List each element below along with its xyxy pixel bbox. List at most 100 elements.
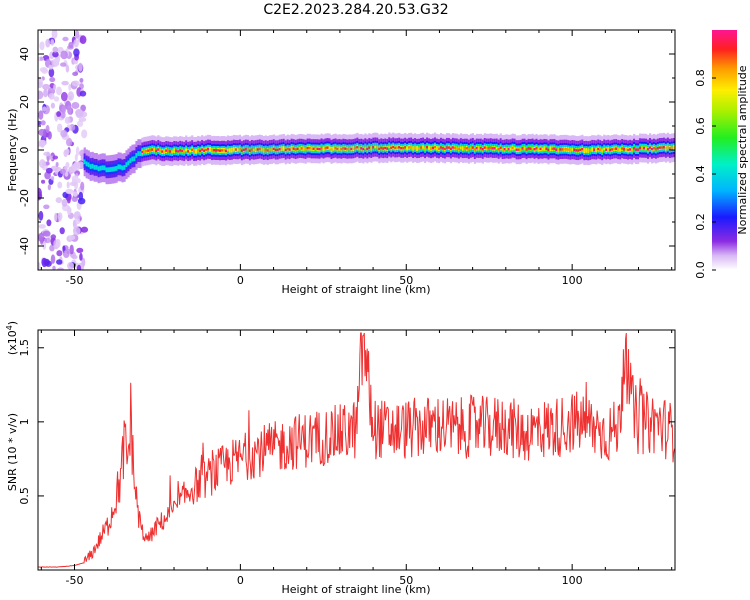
- noise-blob: [41, 257, 48, 268]
- ridge-cell: [420, 146, 423, 149]
- ridge-cell: [603, 147, 606, 151]
- noise-blob: [49, 77, 56, 83]
- ridge-cell: [189, 149, 192, 153]
- ridge-cell: [521, 147, 524, 150]
- noise-blob: [76, 120, 84, 127]
- ridge-cell: [595, 148, 598, 152]
- ridge-cell: [85, 161, 88, 167]
- ridge-cell: [581, 147, 584, 151]
- noise-blob: [53, 96, 60, 102]
- noise-blob: [38, 78, 44, 83]
- ridge-cell: [312, 147, 315, 150]
- ridge-cell: [439, 146, 443, 149]
- noise-blob: [78, 191, 84, 201]
- x-tick-label: 50: [399, 574, 413, 587]
- noise-blob: [65, 188, 74, 195]
- noise-blob: [73, 39, 79, 48]
- ridge-cell: [268, 148, 271, 151]
- ridge-cell: [553, 147, 556, 150]
- ridge-cell: [242, 148, 246, 152]
- ridge-cell: [394, 146, 397, 150]
- noise-blob: [68, 83, 72, 91]
- ridge-cell: [264, 148, 267, 152]
- ridge-cell: [290, 147, 293, 150]
- ridge-cell: [127, 160, 130, 166]
- noise-blob: [79, 252, 83, 261]
- noise-blob: [79, 35, 87, 44]
- ridge-cell: [219, 149, 222, 152]
- y-tick-label: 0: [18, 147, 31, 154]
- ridge-cell: [258, 147, 262, 151]
- ridge-cell: [246, 148, 250, 151]
- noise-blob: [59, 227, 65, 235]
- ridge-cell: [107, 167, 110, 173]
- snr-y-axis-label: SNR (10 * v/v): [6, 413, 19, 491]
- ridge-cell: [177, 150, 180, 153]
- ridge-cell: [276, 148, 279, 152]
- ridge-cell: [388, 145, 391, 149]
- ridge-cell: [215, 149, 218, 152]
- noise-blob: [73, 48, 80, 57]
- ridge-cell: [623, 148, 626, 151]
- noise-blob: [72, 226, 81, 236]
- ridge-cell: [217, 149, 220, 152]
- ridge-cell: [398, 146, 401, 149]
- colorbar-tick-label: 0.0: [694, 261, 707, 279]
- ridge-cell: [280, 147, 283, 150]
- ridge-cell: [579, 148, 582, 152]
- ridge-cell: [424, 147, 427, 150]
- ridge-cell: [545, 147, 548, 150]
- ridge-cell: [412, 147, 415, 150]
- ridge-cell: [410, 145, 413, 149]
- noise-blob: [48, 67, 55, 78]
- ridge-cell: [300, 147, 303, 150]
- ridge-cell: [597, 147, 600, 151]
- snr-scale-suffix: ): [6, 321, 19, 325]
- ridge-cell: [226, 148, 230, 152]
- ridge-cell: [334, 146, 337, 150]
- ridge-cell: [607, 148, 610, 151]
- ridge-cell: [491, 147, 494, 150]
- snr-scale-exponent: 4: [5, 325, 14, 330]
- ridge-cell: [428, 146, 431, 150]
- ridge-cell: [658, 146, 662, 149]
- ridge-cell: [660, 146, 664, 149]
- ridge-cell: [314, 147, 317, 151]
- ridge-cell: [167, 149, 170, 153]
- ridge-cell: [111, 166, 114, 172]
- noise-blob: [56, 111, 62, 117]
- ridge-cell: [557, 148, 560, 152]
- colorbar-tick-label: 0.6: [694, 117, 707, 135]
- noise-blob: [39, 41, 45, 51]
- x-tick-label: 0: [237, 274, 244, 287]
- ridge-cell: [487, 147, 490, 150]
- ridge-cell: [87, 162, 90, 168]
- ridge-cell: [459, 146, 463, 149]
- ridge-cell: [209, 148, 212, 151]
- y-tick-label: -40: [18, 237, 31, 255]
- ridge-cell: [555, 148, 558, 151]
- noise-blob: [50, 176, 55, 181]
- ridge-cell: [551, 147, 554, 150]
- ridge-cell: [197, 149, 200, 152]
- ridge-cell: [348, 147, 351, 150]
- ridge-cell: [402, 147, 405, 150]
- ridge-cell: [298, 147, 301, 150]
- noise-blob: [43, 88, 48, 98]
- ridge-cell: [228, 149, 232, 152]
- ridge-cell: [213, 149, 216, 152]
- ridge-cell: [509, 147, 512, 151]
- ridge-cell: [354, 146, 357, 150]
- noise-blob: [42, 240, 47, 250]
- noise-blob: [42, 83, 50, 90]
- ridge-cell: [615, 147, 618, 150]
- ridge-cell: [670, 146, 674, 150]
- ridge-cell: [147, 149, 150, 152]
- ridge-cell: [201, 148, 204, 151]
- ridge-cell: [173, 149, 176, 152]
- ridge-cell: [332, 147, 335, 150]
- ridge-cell: [473, 148, 477, 151]
- ridge-cell: [262, 149, 266, 152]
- ridge-cell: [565, 148, 568, 151]
- spectrogram-ticks: -50 0 50 100 -40 -20 0 20 40: [18, 29, 675, 287]
